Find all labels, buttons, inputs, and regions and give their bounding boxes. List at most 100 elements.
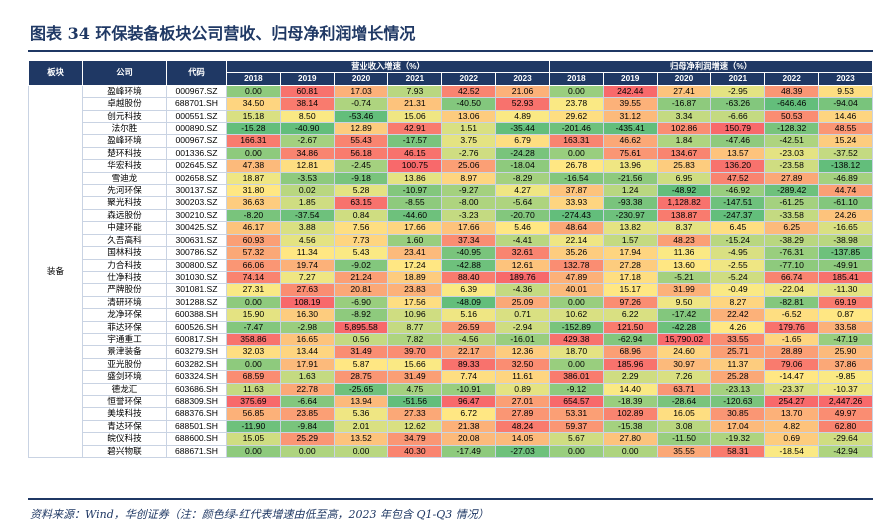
profit-growth-cell: 31.12 (602, 109, 658, 124)
profit-growth-cell: -23.03 (764, 146, 820, 161)
profit-growth-cell: 24.26 (818, 208, 873, 223)
profit-growth-cell: 26.78 (548, 159, 604, 173)
revenue-growth-cell: -8.55 (387, 196, 443, 210)
profit-growth-cell: 136.20 (710, 159, 766, 173)
revenue-growth-cell: 36.63 (226, 196, 281, 210)
profit-growth-cell: 11.37 (710, 357, 766, 372)
profit-growth-cell: 138.87 (656, 208, 712, 223)
profit-growth-cell: -37.52 (818, 146, 873, 161)
revenue-growth-cell: 31.49 (333, 345, 389, 359)
stock-code: 000551.SZ (166, 109, 227, 124)
company-name: 雪迪龙 (82, 171, 167, 186)
profit-growth-cell: -94.04 (818, 97, 873, 111)
revenue-growth-cell: 7.56 (333, 221, 389, 235)
profit-growth-cell: -14.47 (764, 370, 820, 384)
revenue-growth-cell: 15.18 (226, 109, 281, 124)
revenue-growth-cell: 3.88 (279, 221, 335, 235)
revenue-growth-cell: 88.40 (441, 270, 497, 285)
company-name: 景津装备 (82, 345, 167, 359)
profit-growth-cell: -5.21 (656, 270, 712, 285)
profit-growth-cell: 2.29 (602, 370, 658, 384)
revenue-growth-cell: 32.50 (495, 357, 550, 372)
profit-growth-cell: -22.04 (764, 283, 820, 297)
revenue-growth-cell: 375.69 (226, 394, 281, 409)
profit-growth-cell: 37.87 (548, 184, 604, 198)
profit-growth-cell: 4.82 (764, 419, 820, 434)
revenue-growth-cell: -15.28 (226, 122, 281, 136)
profit-growth-cell: 4.26 (710, 320, 766, 334)
profit-growth-cell: 25.71 (710, 345, 766, 359)
profit-growth-cell: 79.06 (764, 357, 820, 372)
company-name: 美埃科技 (82, 407, 167, 421)
profit-year-header: 2020 (656, 72, 712, 86)
stock-code: 600388.SH (166, 308, 227, 322)
stock-code: 688701.SH (166, 97, 227, 111)
profit-growth-cell: 0.00 (602, 444, 658, 459)
profit-growth-cell: -128.32 (764, 122, 820, 136)
profit-growth-cell: -15.24 (710, 233, 766, 248)
profit-growth-cell: 59.37 (548, 419, 604, 434)
table-row: 国林科技 300786.SZ 57.32 11.34 5.43 23.41 -40.95 32… (29, 246, 873, 260)
revenue-growth-cell: 57.32 (226, 246, 281, 260)
stock-code: 000967.SZ (166, 134, 227, 148)
header-profit-group: 归母净利润增速（%） (548, 59, 874, 74)
profit-growth-cell: 62.80 (818, 419, 873, 434)
stock-code: 603279.SH (166, 345, 227, 359)
company-name: 恒誉环保 (82, 394, 167, 409)
revenue-growth-cell: 15.05 (226, 432, 281, 446)
revenue-growth-cell: 21.38 (441, 419, 497, 434)
revenue-growth-cell: -8.00 (441, 196, 497, 210)
revenue-growth-cell: 17.03 (333, 84, 389, 99)
profit-growth-cell: 25.83 (656, 159, 712, 173)
profit-growth-cell: -2.95 (710, 84, 766, 99)
table-row: 法尔胜 000890.SZ -15.28 -40.90 12.89 42.91 1.51 -3… (29, 122, 873, 136)
profit-growth-cell: -15.38 (602, 419, 658, 434)
stock-code: 603324.SH (166, 370, 227, 384)
profit-growth-cell: -29.64 (818, 432, 873, 446)
revenue-growth-cell: 5.87 (333, 357, 389, 372)
revenue-growth-cell: 27.63 (279, 283, 335, 297)
revenue-growth-cell: 13.06 (441, 109, 497, 124)
profit-growth-cell: 16.05 (656, 407, 712, 421)
revenue-growth-cell: 2.01 (333, 419, 389, 434)
revenue-growth-cell: 7.73 (333, 233, 389, 248)
profit-growth-cell: 30.85 (710, 407, 766, 421)
table-row: 华宏科技 002645.SZ 47.38 12.81 -2.45 100.75 25.06-… (29, 159, 873, 173)
company-name: 聚光科技 (82, 196, 167, 210)
table-row: 楚环科技 001336.SZ 0.00 34.86 56.18 46.15 -2.76 -24… (29, 146, 873, 161)
revenue-growth-cell: -37.54 (279, 208, 335, 223)
revenue-growth-cell: -53.46 (333, 109, 389, 124)
revenue-growth-cell: 6.39 (441, 283, 497, 297)
profit-growth-cell: 654.57 (548, 394, 604, 409)
revenue-growth-cell: 4.75 (387, 382, 443, 396)
revenue-growth-cell: 16.65 (279, 332, 335, 347)
stock-code: 688671.SH (166, 444, 227, 459)
profit-growth-cell: 11.36 (656, 246, 712, 260)
revenue-growth-cell: -25.65 (333, 382, 389, 396)
revenue-growth-cell: 12.36 (495, 345, 550, 359)
table-row: 力合科技 300800.SZ 66.06 19.74 -9.02 17.24 -42.88 1… (29, 258, 873, 272)
revenue-growth-cell: -40.50 (441, 97, 497, 111)
profit-growth-cell: -2.55 (710, 258, 766, 272)
profit-growth-cell: 40.01 (548, 283, 604, 297)
profit-growth-cell: -42.28 (656, 320, 712, 334)
table-row: 聚光科技 300203.SZ 36.63 1.85 63.15 -8.55 -8.00 -5.… (29, 196, 873, 210)
revenue-growth-cell: 21.06 (495, 84, 550, 99)
revenue-growth-cell: 5.36 (333, 407, 389, 421)
company-name: 国林科技 (82, 246, 167, 260)
profit-growth-cell: 5.67 (548, 432, 604, 446)
table-body: 装备 盈峰环境 000967.SZ 0.00 60.81 17.03 7.93 42.52 21… (28, 84, 873, 459)
company-name: 菲达环保 (82, 320, 167, 334)
stock-code: 002658.SZ (166, 171, 227, 186)
revenue-growth-cell: 4.27 (495, 184, 550, 198)
revenue-growth-cell: 60.93 (226, 233, 281, 248)
revenue-growth-cell: 1.60 (387, 233, 443, 248)
revenue-growth-cell: 17.91 (279, 357, 335, 372)
profit-growth-cell: -46.92 (710, 184, 766, 198)
stock-code: 000890.SZ (166, 122, 227, 136)
revenue-growth-cell: 4.56 (279, 233, 335, 248)
profit-growth-cell: -47.19 (818, 332, 873, 347)
revenue-growth-cell: -5.64 (495, 196, 550, 210)
revenue-growth-cell: 6.79 (495, 134, 550, 148)
profit-growth-cell: -11.30 (818, 283, 873, 297)
